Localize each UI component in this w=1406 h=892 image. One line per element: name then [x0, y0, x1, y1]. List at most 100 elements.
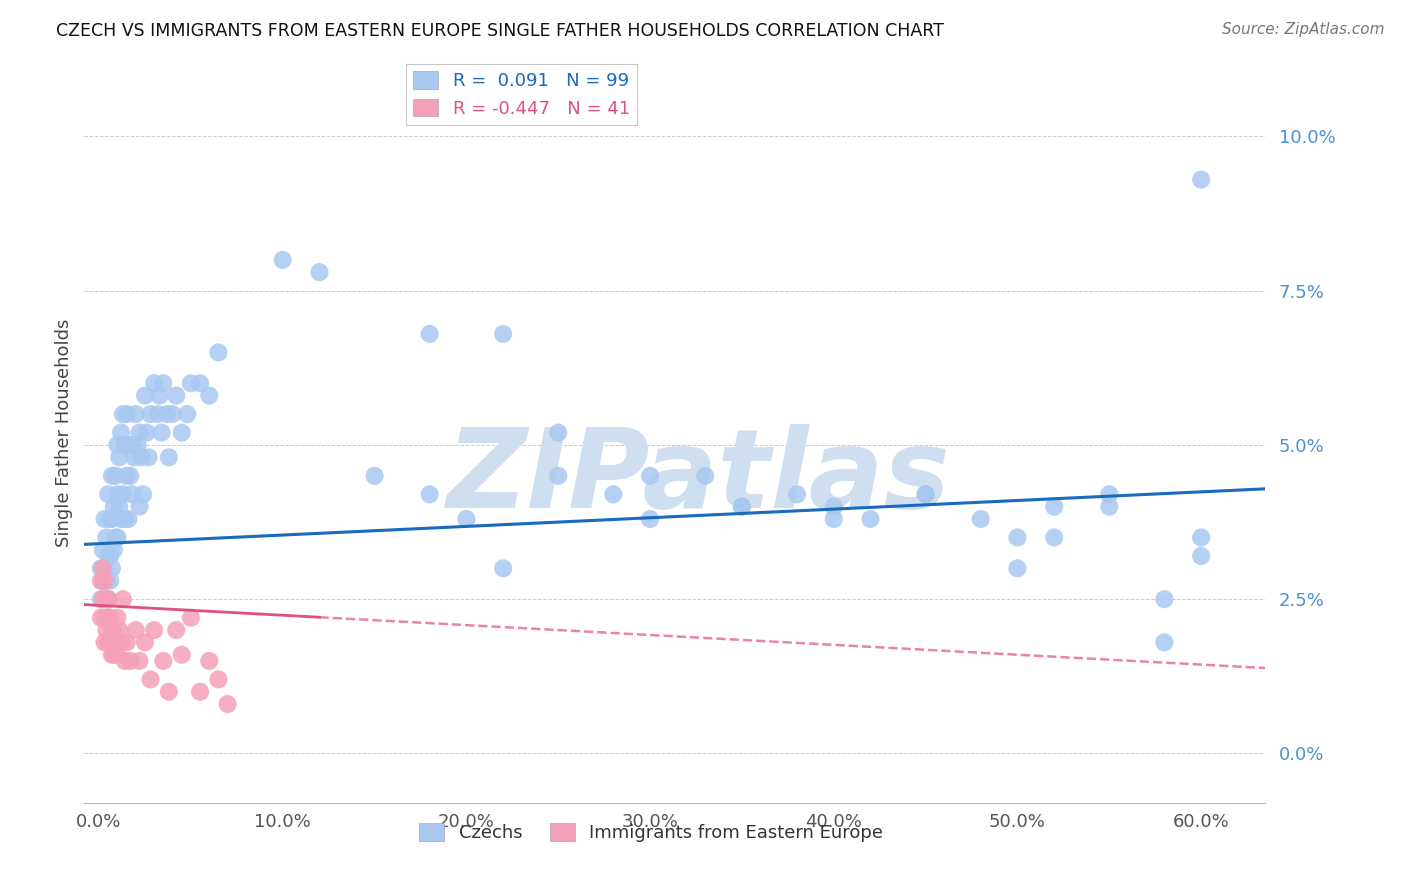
Point	[207, 673, 229, 687]
Point	[132, 487, 155, 501]
Point	[108, 500, 131, 514]
Point	[165, 623, 187, 637]
Point	[114, 438, 136, 452]
Point	[271, 252, 294, 267]
Point	[128, 425, 150, 440]
Point	[149, 388, 172, 402]
Point	[198, 388, 221, 402]
Point	[97, 592, 120, 607]
Point	[176, 407, 198, 421]
Point	[180, 376, 202, 391]
Point	[1153, 592, 1175, 607]
Point	[602, 487, 624, 501]
Point	[419, 326, 441, 341]
Point	[115, 635, 138, 649]
Point	[98, 512, 121, 526]
Point	[1007, 531, 1029, 545]
Point	[970, 512, 993, 526]
Point	[638, 512, 661, 526]
Point	[139, 673, 162, 687]
Point	[1153, 635, 1175, 649]
Point	[1189, 172, 1212, 186]
Point	[1098, 487, 1121, 501]
Point	[111, 407, 134, 421]
Point	[108, 450, 131, 465]
Point	[157, 450, 180, 465]
Point	[731, 500, 754, 514]
Point	[90, 592, 112, 607]
Point	[308, 265, 330, 279]
Point	[152, 654, 174, 668]
Point	[90, 610, 112, 624]
Point	[143, 376, 166, 391]
Point	[695, 468, 717, 483]
Point	[731, 500, 754, 514]
Point	[96, 531, 118, 545]
Point	[97, 610, 120, 624]
Point	[117, 438, 139, 452]
Point	[146, 407, 169, 421]
Point	[93, 635, 115, 649]
Point	[363, 468, 385, 483]
Point	[110, 635, 132, 649]
Point	[492, 561, 515, 575]
Point	[104, 635, 127, 649]
Point	[101, 648, 124, 662]
Point	[157, 685, 180, 699]
Point	[1007, 561, 1029, 575]
Point	[1098, 500, 1121, 514]
Point	[188, 376, 211, 391]
Point	[198, 654, 221, 668]
Point	[115, 407, 138, 421]
Point	[156, 407, 179, 421]
Point	[107, 648, 129, 662]
Point	[207, 345, 229, 359]
Point	[93, 610, 115, 624]
Point	[547, 468, 569, 483]
Point	[107, 531, 129, 545]
Point	[111, 487, 134, 501]
Point	[128, 654, 150, 668]
Point	[1189, 549, 1212, 563]
Point	[111, 592, 134, 607]
Text: ZIPatlas: ZIPatlas	[447, 424, 950, 531]
Point	[91, 574, 114, 588]
Point	[121, 438, 143, 452]
Point	[98, 635, 121, 649]
Point	[103, 500, 125, 514]
Point	[98, 574, 121, 588]
Point	[1043, 500, 1066, 514]
Point	[547, 425, 569, 440]
Point	[104, 531, 127, 545]
Text: Source: ZipAtlas.com: Source: ZipAtlas.com	[1222, 22, 1385, 37]
Point	[117, 512, 139, 526]
Point	[103, 542, 125, 557]
Point	[125, 623, 148, 637]
Point	[914, 487, 936, 501]
Point	[97, 592, 120, 607]
Point	[143, 623, 166, 637]
Point	[110, 425, 132, 440]
Point	[786, 487, 808, 501]
Point	[165, 388, 187, 402]
Point	[107, 610, 129, 624]
Point	[114, 654, 136, 668]
Point	[101, 623, 124, 637]
Y-axis label: Single Father Households: Single Father Households	[55, 318, 73, 547]
Point	[103, 648, 125, 662]
Point	[638, 468, 661, 483]
Point	[91, 561, 114, 575]
Point	[97, 635, 120, 649]
Point	[96, 623, 118, 637]
Point	[98, 549, 121, 563]
Point	[120, 468, 142, 483]
Point	[96, 592, 118, 607]
Point	[128, 500, 150, 514]
Point	[98, 610, 121, 624]
Point	[121, 487, 143, 501]
Point	[96, 574, 118, 588]
Point	[97, 487, 120, 501]
Point	[1043, 531, 1066, 545]
Point	[107, 487, 129, 501]
Point	[152, 376, 174, 391]
